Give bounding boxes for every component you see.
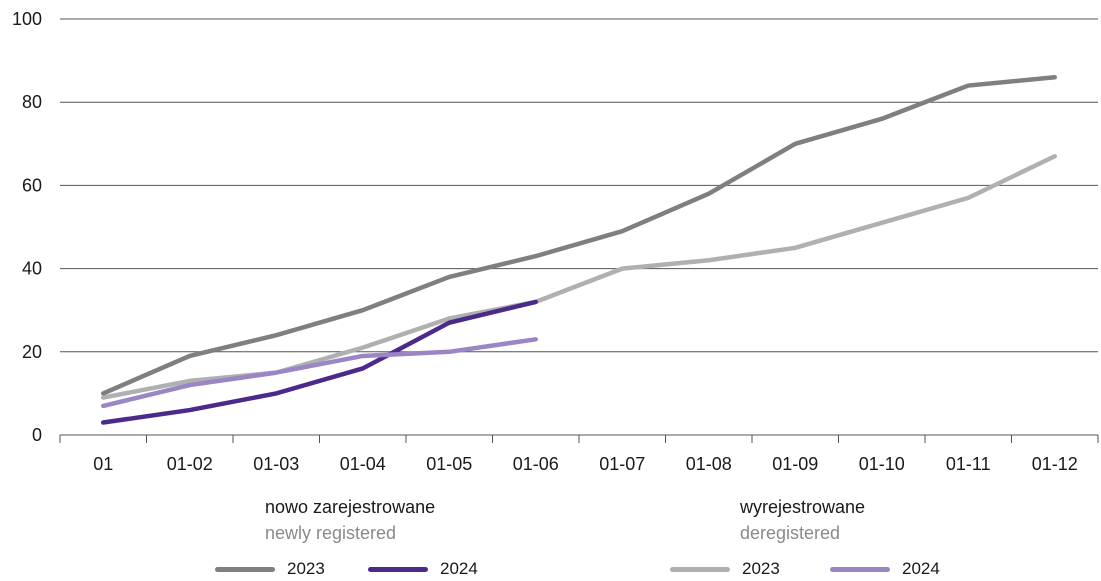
grid-lines xyxy=(60,18,1098,353)
x-tick-label: 01-05 xyxy=(426,454,472,474)
legend-group-subtitle: newly registered xyxy=(265,523,397,543)
series-lines xyxy=(101,74,1057,425)
y-tick-label: 40 xyxy=(22,259,42,279)
legend-swatch xyxy=(368,566,428,572)
series-line-2023 xyxy=(101,154,1057,400)
x-tick-label: 01-04 xyxy=(340,454,386,474)
legend-swatch xyxy=(670,566,730,572)
series-line-2024 xyxy=(101,299,538,425)
y-tick-label: 100 xyxy=(12,9,42,29)
legend-label: 2024 xyxy=(902,559,940,578)
legend-item-new-2023: 2023 xyxy=(215,557,325,581)
legend-item-new-2024: 2024 xyxy=(368,557,478,581)
x-tick-label: 01-02 xyxy=(167,454,213,474)
x-axis: 01 01-02 01-03 01-04 01-05 01-06 01-07 01-08 01-… xyxy=(59,434,1099,474)
legend-group-title: nowo zarejestrowane xyxy=(265,497,436,517)
y-tick-label: 60 xyxy=(22,175,42,195)
y-tick-label: 0 xyxy=(32,425,42,445)
x-tick-label: 01-03 xyxy=(253,454,299,474)
legend-label: 2023 xyxy=(287,559,325,578)
legend-label: 2024 xyxy=(440,559,478,578)
y-tick-label: 20 xyxy=(22,342,42,362)
x-tick-label: 01-06 xyxy=(513,454,559,474)
legend-label: 2023 xyxy=(742,559,780,578)
x-tick-label: 01-07 xyxy=(599,454,645,474)
legend-group-title: wyrejestrowane xyxy=(740,497,866,517)
legend-group-deregistered: wyrejestrowane deregistered xyxy=(740,494,865,546)
legend-group-new: nowo zarejestrowane newly registered xyxy=(265,494,435,546)
y-tick-label: 80 xyxy=(22,92,42,112)
legend-group-subtitle: deregistered xyxy=(740,523,841,543)
legend-item-deregistered-2023: 2023 xyxy=(670,557,780,581)
x-tick-label: 01-10 xyxy=(859,454,905,474)
x-tick-label: 01-12 xyxy=(1032,454,1078,474)
x-tick-label: 01-11 xyxy=(946,454,991,474)
x-tick-label: 01 xyxy=(93,454,113,474)
legend-item-deregistered-2024: 2024 xyxy=(830,557,940,581)
y-axis-tick-labels: 0 20 40 60 80 100 xyxy=(12,9,42,445)
x-tick-label: 01-09 xyxy=(772,454,818,474)
legend-swatch xyxy=(215,566,275,572)
series-line-2023 xyxy=(101,74,1057,396)
x-tick-label: 01-08 xyxy=(686,454,732,474)
series-line-2024 xyxy=(101,337,538,409)
legend-swatch xyxy=(830,566,890,572)
